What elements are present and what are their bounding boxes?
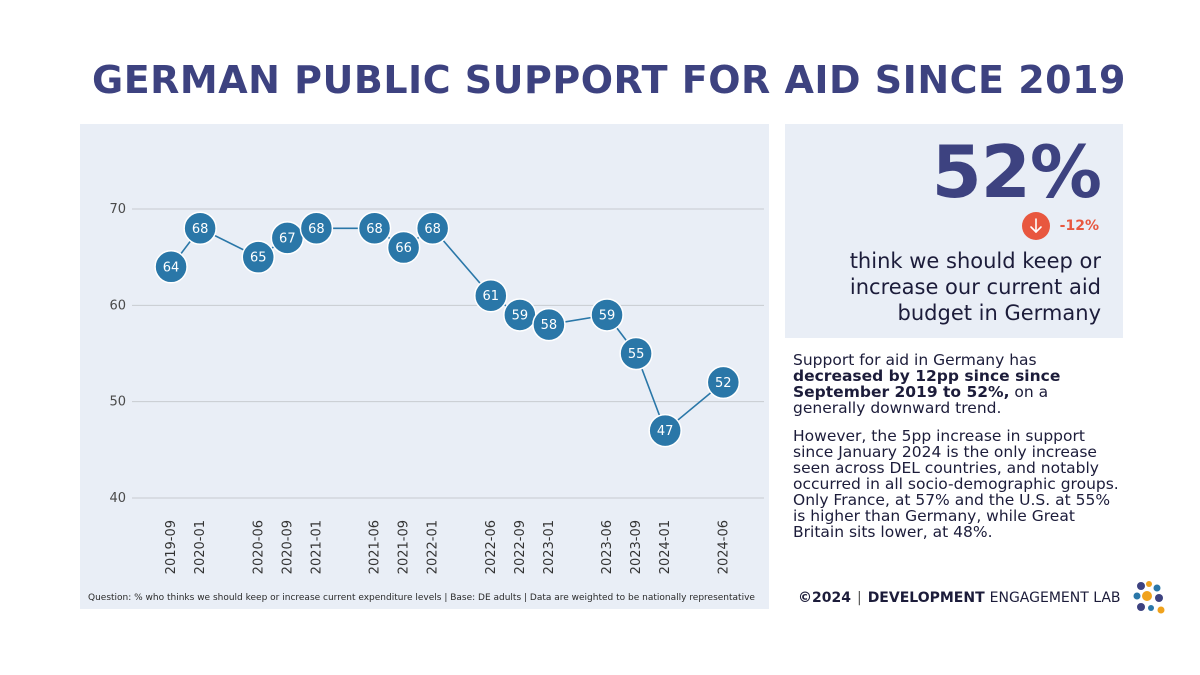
data-label-2023-01: 58 xyxy=(541,318,558,333)
copyright: ©2024 xyxy=(798,590,851,606)
data-point-2023-09 xyxy=(619,336,653,371)
x-tick-label-2021-01: 2021-01 xyxy=(309,520,324,574)
data-point-2020-01 xyxy=(183,211,217,246)
logo-dot xyxy=(1153,584,1161,592)
data-label-2019-09: 64 xyxy=(163,260,180,275)
summary-p1-end: on a generally downward trend. xyxy=(793,383,1049,417)
data-label-2021-01: 68 xyxy=(308,222,325,237)
org-name-bold: DEVELOPMENT xyxy=(867,590,985,606)
data-point-2023-06 xyxy=(590,298,624,332)
x-tick-label-2020-01: 2020-01 xyxy=(193,520,208,574)
data-label-2021-06: 68 xyxy=(366,222,383,237)
data-label-2022-06: 61 xyxy=(483,289,500,304)
x-tick-label-2024-06: 2024-06 xyxy=(716,520,731,574)
stat-panel: 52% -12% think we should keep or increas… xyxy=(785,124,1123,338)
x-tick-label-2023-09: 2023-09 xyxy=(629,520,644,574)
org-name-rest: ENGAGEMENT LAB xyxy=(989,590,1121,606)
data-point-2021-01 xyxy=(299,211,334,246)
data-label-2020-01: 68 xyxy=(192,222,209,237)
data-point-2022-01 xyxy=(415,211,450,246)
data-point-2024-01 xyxy=(648,413,682,448)
x-tick-label-2024-01: 2024-01 xyxy=(658,520,673,574)
x-tick-label-2020-06: 2020-06 xyxy=(251,520,266,574)
data-point-2021-06 xyxy=(357,211,392,246)
logo-dot xyxy=(1141,591,1152,601)
data-label-2020-09: 67 xyxy=(279,231,296,246)
logo-dot xyxy=(1136,603,1145,611)
x-tick-label-2022-06: 2022-06 xyxy=(484,520,499,574)
chart-panel: 40 50 60 70 64 2019-09 68 2020-01 65 2020-06 67 202… xyxy=(80,124,769,609)
stat-caption: think we should keep or increase our cur… xyxy=(849,249,1101,325)
data-point-2024-06 xyxy=(706,365,741,400)
summary-p1-bold: decreased by 12pp since since September … xyxy=(793,367,1061,401)
page-title: GERMAN PUBLIC SUPPORT FOR AID SINCE 2019 xyxy=(92,58,1126,102)
del-logo-icon xyxy=(1133,581,1165,614)
data-point-2023-01 xyxy=(532,307,566,342)
footer-separator: | xyxy=(856,590,862,606)
footer-brand: ©2024 | DEVELOPMENT ENGAGEMENT LAB xyxy=(798,580,1167,616)
data-point-2019-09 xyxy=(154,250,188,284)
x-tick-label-2022-09: 2022-09 xyxy=(513,520,528,574)
data-label-2023-09: 55 xyxy=(628,347,645,362)
logo-dot xyxy=(1136,582,1145,590)
y-tick-label-70: 70 xyxy=(109,202,126,217)
data-point-2021-09 xyxy=(386,230,421,265)
line-chart: 40 50 60 70 64 2019-09 68 2020-01 65 2020-06 67 202… xyxy=(109,202,764,574)
data-label-2020-06: 65 xyxy=(250,251,267,266)
x-tick-label-2023-06: 2023-06 xyxy=(600,520,615,574)
data-label-2023-06: 59 xyxy=(599,308,616,323)
data-label-2021-09: 66 xyxy=(395,241,412,256)
x-tick-label-2020-09: 2020-09 xyxy=(280,520,295,574)
headline-stat: 52% xyxy=(931,130,1102,214)
y-tick-label-50: 50 xyxy=(109,395,126,410)
y-tick-label-60: 60 xyxy=(109,298,126,313)
chart-footnote: Question: % who thinks we should keep or… xyxy=(88,593,755,603)
change-indicator: -12% xyxy=(1021,212,1099,240)
x-tick-label-2021-09: 2021-09 xyxy=(397,520,412,574)
x-tick-label-2022-01: 2022-01 xyxy=(426,520,441,574)
summary-p1-start: Support for aid in Germany has xyxy=(793,351,1037,369)
logo-dot xyxy=(1145,581,1152,587)
x-tick-label-2023-01: 2023-01 xyxy=(542,520,557,574)
data-point-2020-06 xyxy=(241,240,276,274)
summary-text: Support for aid in Germany has decreased… xyxy=(793,352,1123,552)
data-label-2022-09: 59 xyxy=(512,308,529,323)
data-label-2024-06: 52 xyxy=(715,376,732,391)
logo-dot xyxy=(1147,605,1154,611)
summary-paragraph-1: Support for aid in Germany has decreased… xyxy=(793,352,1123,416)
change-value: -12% xyxy=(1059,218,1099,234)
data-point-2022-06 xyxy=(474,278,508,313)
x-tick-label-2021-06: 2021-06 xyxy=(368,520,383,574)
logo-dot xyxy=(1154,594,1163,602)
y-tick-label-40: 40 xyxy=(109,491,126,506)
logo-dot xyxy=(1157,606,1165,614)
x-tick-label-2019-09: 2019-09 xyxy=(164,520,179,574)
data-label-2022-01: 68 xyxy=(424,222,441,237)
down-arrow-icon xyxy=(1021,212,1050,240)
data-label-2024-01: 47 xyxy=(657,424,674,439)
summary-paragraph-2: However, the 5pp increase in support sin… xyxy=(793,427,1119,541)
logo-dot xyxy=(1133,592,1141,600)
